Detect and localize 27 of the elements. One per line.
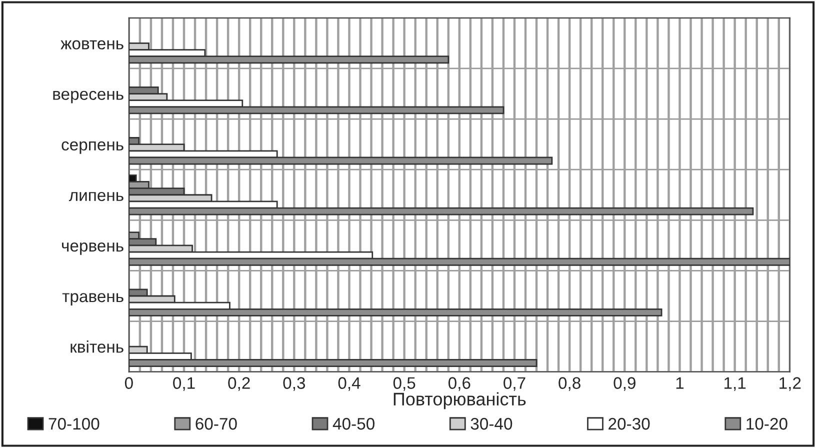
y-tick-label: липень <box>68 192 124 202</box>
x-tick-label: 0,5 <box>393 377 416 391</box>
y-tick-label: жовтень <box>60 40 124 50</box>
legend-label: 20-30 <box>608 418 650 430</box>
x-tick-label: 0,6 <box>448 377 470 391</box>
legend-label: 30-40 <box>470 418 512 430</box>
legend-label: 40-50 <box>332 418 374 430</box>
legend-label: 60-70 <box>196 418 237 430</box>
x-tick-label: 1 <box>676 377 684 389</box>
y-tick-label: квітень <box>70 340 124 353</box>
x-tick-label: 0,3 <box>283 377 306 391</box>
x-tick-label: 0,2 <box>228 377 250 391</box>
y-tick-label: червень <box>62 242 124 255</box>
x-tick-label: 0,8 <box>558 377 580 391</box>
x-tick-label: 0,7 <box>504 377 526 391</box>
legend-label: 10-20 <box>746 418 788 430</box>
x-tick-label: 0 <box>124 377 133 389</box>
x-tick-label: 1,1 <box>724 377 746 391</box>
x-axis-title: Повторюваність <box>394 392 526 410</box>
x-tick-label: 0,1 <box>173 377 195 391</box>
x-tick-label: 0,4 <box>338 377 360 391</box>
legend-label: 70-100 <box>48 418 100 430</box>
y-tick-label: вересень <box>53 90 124 104</box>
y-tick-label: травень <box>62 293 124 306</box>
y-tick-label: серпень <box>62 141 124 154</box>
x-tick-label: 0,9 <box>614 377 636 391</box>
x-tick-label: 1,2 <box>780 377 801 391</box>
